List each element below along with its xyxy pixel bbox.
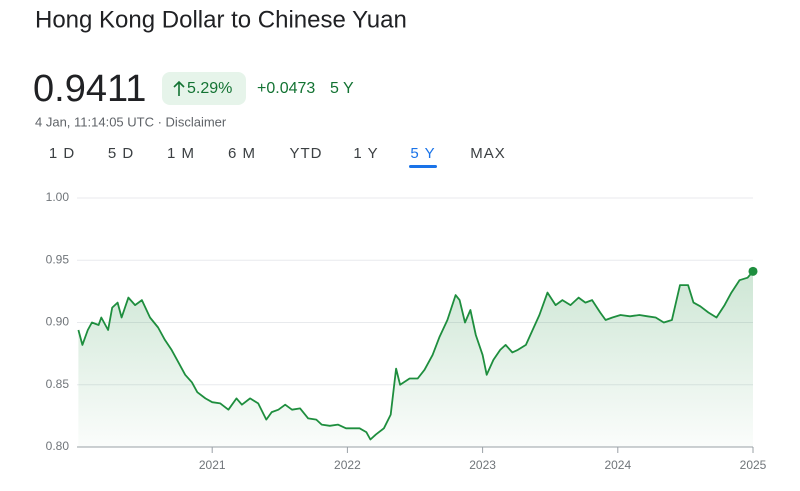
plot: 1.00 0.95 0.90 0.85 0.80 2021 2022 2023 2024 2025 (46, 190, 767, 472)
timestamp: 4 Jan, 11:14:05 UTC · Disclaimer (35, 114, 227, 129)
x-tick-label: 2023 (469, 458, 496, 472)
change-period: 5 Y (330, 80, 354, 97)
tab-underline (409, 165, 437, 168)
change-abs: +0.0473 (257, 80, 315, 97)
y-tick-label: 0.80 (46, 439, 70, 453)
y-tick-label: 1.00 (46, 190, 70, 204)
range-tab[interactable]: 1 D (49, 145, 75, 162)
price: 0.9411 (33, 68, 146, 110)
y-tick-label: 0.95 (46, 252, 70, 266)
up-arrow (173, 80, 185, 96)
range-tab[interactable]: YTD (290, 145, 323, 162)
range-tab[interactable]: MAX (470, 145, 506, 162)
range-tab[interactable]: 1 Y (353, 145, 378, 162)
range-tab[interactable]: 6 M (228, 145, 256, 162)
line (77, 270, 754, 441)
x-tick-label: 2024 (604, 458, 631, 472)
range-tabs: 1 D 5 D 1 M 6 M YTD 1 Y 5 Y MAX (49, 145, 506, 168)
range-tab[interactable]: 5 D (108, 145, 134, 162)
change-pct: 5.29% (187, 80, 232, 97)
range-tab[interactable]: 5 Y (410, 145, 435, 162)
title: Hong Kong Dollar to Chinese Yuan (35, 6, 407, 33)
change-badge (162, 72, 246, 105)
range-tab[interactable]: 1 M (167, 145, 195, 162)
area-fill (78, 271, 754, 447)
y-tick-label: 0.90 (46, 315, 70, 329)
x-tick-label: 2025 (740, 458, 767, 472)
y-tick-label: 0.85 (46, 377, 70, 391)
x-tick-label: 2022 (334, 458, 361, 472)
last-point (748, 266, 758, 276)
x-tick-label: 2021 (199, 458, 226, 472)
